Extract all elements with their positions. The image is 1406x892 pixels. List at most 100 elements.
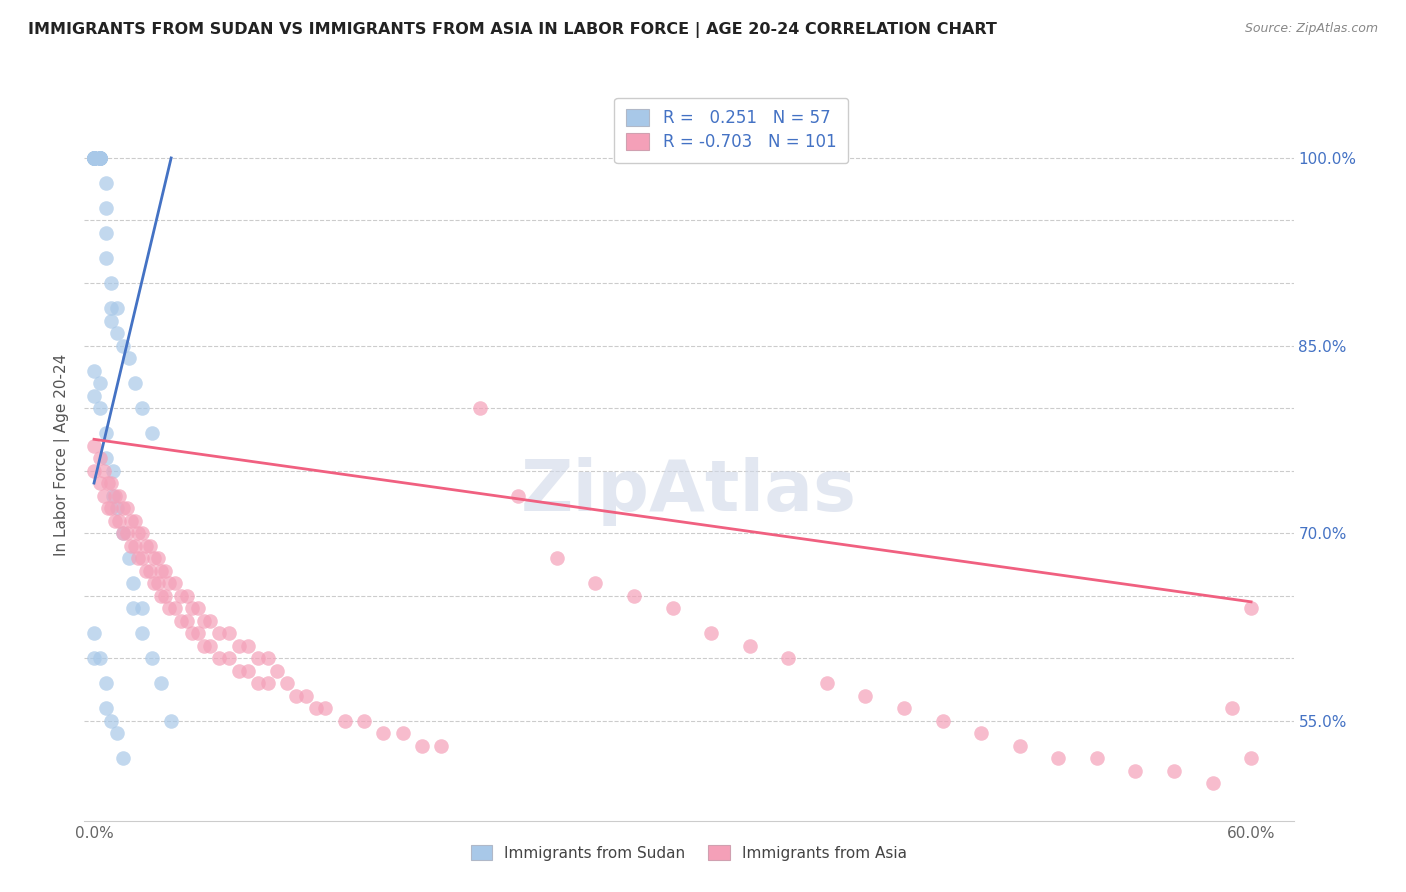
Point: [1201, 776, 1223, 790]
Point: [94, 176, 117, 190]
Point: [94, 676, 117, 690]
Point: [118, 351, 141, 365]
Point: [700, 626, 723, 640]
Point: [94, 451, 117, 466]
Point: [83, 151, 105, 165]
Point: [111, 501, 134, 516]
Point: [266, 664, 288, 678]
Point: [256, 651, 278, 665]
Point: [83, 363, 105, 377]
Point: [100, 301, 122, 315]
Point: [256, 676, 278, 690]
Point: [124, 514, 146, 528]
Point: [508, 489, 530, 503]
Point: [468, 401, 491, 415]
Point: [118, 551, 141, 566]
Point: [94, 701, 117, 715]
Point: [96, 501, 118, 516]
Point: [1008, 739, 1031, 753]
Point: [778, 651, 800, 665]
Point: [193, 639, 215, 653]
Point: [163, 576, 186, 591]
Point: [228, 664, 250, 678]
Point: [83, 151, 105, 165]
Point: [131, 601, 153, 615]
Point: [105, 501, 128, 516]
Point: [163, 601, 186, 615]
Point: [89, 401, 111, 415]
Point: [391, 726, 413, 740]
Legend: Immigrants from Sudan, Immigrants from Asia: Immigrants from Sudan, Immigrants from A…: [460, 834, 918, 871]
Point: [83, 626, 105, 640]
Point: [135, 564, 157, 578]
Point: [583, 576, 606, 591]
Point: [373, 726, 395, 740]
Point: [228, 639, 250, 653]
Point: [738, 639, 761, 653]
Point: [160, 714, 183, 728]
Point: [94, 201, 117, 215]
Point: [89, 451, 111, 466]
Point: [83, 388, 105, 402]
Point: [115, 526, 138, 541]
Point: [141, 425, 163, 440]
Point: [127, 526, 149, 541]
Point: [83, 151, 105, 165]
Point: [83, 151, 105, 165]
Point: [546, 551, 568, 566]
Point: [246, 676, 269, 690]
Point: [218, 626, 240, 640]
Point: [815, 676, 838, 690]
Point: [276, 676, 298, 690]
Point: [1047, 751, 1070, 765]
Point: [187, 601, 209, 615]
Point: [193, 614, 215, 628]
Point: [108, 514, 131, 528]
Point: [238, 639, 260, 653]
Point: [155, 564, 177, 578]
Point: [120, 514, 142, 528]
Point: [1240, 601, 1263, 615]
Point: [141, 651, 163, 665]
Point: [83, 438, 105, 452]
Point: [1163, 764, 1185, 778]
Point: [103, 489, 125, 503]
Point: [83, 464, 105, 478]
Point: [104, 514, 127, 528]
Point: [131, 401, 153, 415]
Point: [1085, 751, 1108, 765]
Point: [89, 151, 111, 165]
Point: [89, 376, 111, 390]
Point: [115, 501, 138, 516]
Point: [89, 151, 111, 165]
Point: [218, 651, 240, 665]
Point: [208, 651, 231, 665]
Point: [970, 726, 993, 740]
Text: Source: ZipAtlas.com: Source: ZipAtlas.com: [1244, 22, 1378, 36]
Point: [100, 501, 122, 516]
Point: [411, 739, 433, 753]
Point: [111, 526, 134, 541]
Point: [181, 601, 204, 615]
Point: [150, 564, 173, 578]
Point: [1220, 701, 1243, 715]
Point: [120, 539, 142, 553]
Point: [89, 151, 111, 165]
Point: [83, 151, 105, 165]
Point: [100, 276, 122, 290]
Point: [131, 526, 153, 541]
Point: [89, 476, 111, 491]
Point: [93, 489, 115, 503]
Point: [89, 151, 111, 165]
Point: [333, 714, 356, 728]
Point: [111, 751, 134, 765]
Point: [100, 476, 122, 491]
Point: [187, 626, 209, 640]
Y-axis label: In Labor Force | Age 20-24: In Labor Force | Age 20-24: [55, 354, 70, 556]
Point: [105, 301, 128, 315]
Point: [285, 689, 308, 703]
Point: [155, 589, 177, 603]
Point: [893, 701, 915, 715]
Point: [170, 589, 193, 603]
Point: [353, 714, 375, 728]
